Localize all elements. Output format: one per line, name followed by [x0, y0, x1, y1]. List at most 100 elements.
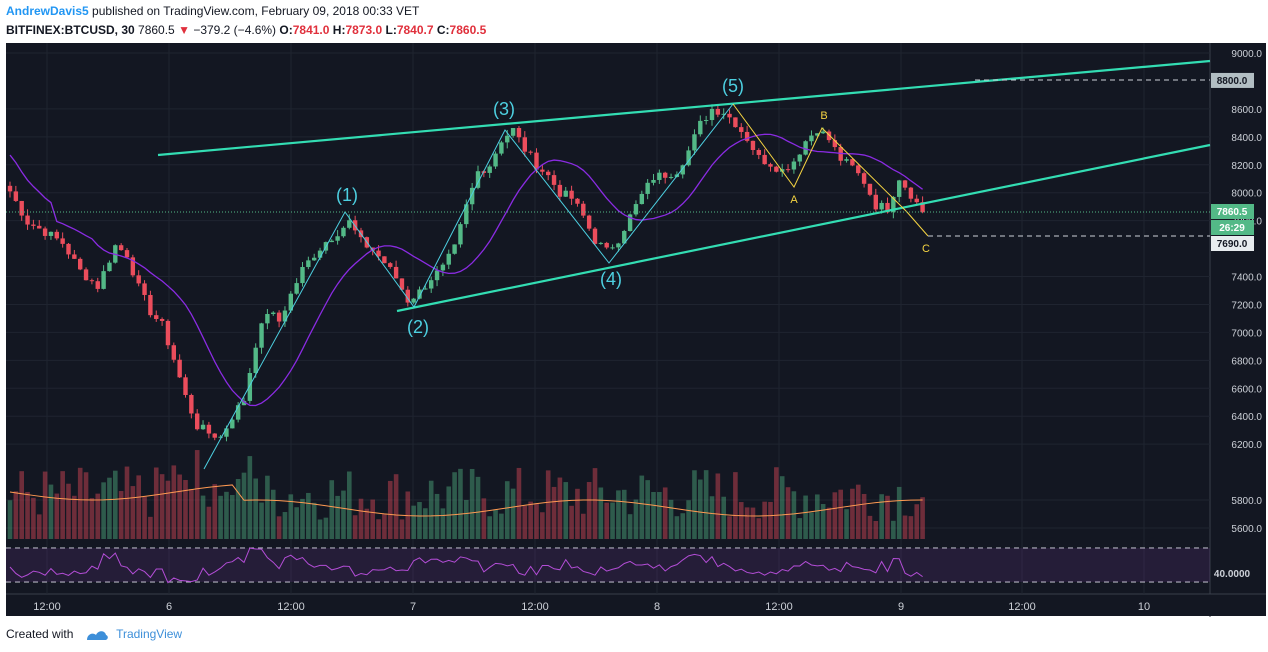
- volume-bar: [610, 502, 615, 539]
- candle-body: [645, 182, 650, 194]
- volume-bar: [756, 518, 762, 539]
- x-tick-label: 9: [898, 601, 904, 613]
- volume-bar: [276, 516, 282, 539]
- y-tick-label: 6600.0: [1231, 384, 1262, 395]
- volume-bar: [159, 474, 165, 539]
- candle-body: [616, 243, 621, 248]
- volume-bar: [306, 492, 311, 539]
- volume-bar: [77, 467, 83, 539]
- target-price-tag-bg: [1211, 236, 1254, 251]
- x-tick-label: 8: [654, 601, 660, 613]
- candle-body: [885, 202, 890, 213]
- volume-bar: [300, 498, 305, 539]
- x-tick-label: 6: [166, 601, 172, 613]
- wave-label: (2): [407, 317, 429, 337]
- y-tick-label: 5800.0: [1231, 496, 1262, 507]
- volume-bar: [586, 482, 592, 539]
- candle-body: [739, 127, 744, 132]
- candle-body: [680, 165, 685, 175]
- volume-bar: [721, 496, 726, 539]
- volume-bar: [487, 516, 492, 539]
- candle-body: [183, 377, 188, 395]
- candle-body: [516, 128, 522, 138]
- candle-body: [271, 312, 276, 315]
- candle-body: [575, 198, 580, 204]
- candle-body: [306, 260, 311, 268]
- volume-bar: [417, 502, 422, 539]
- volume-bar: [867, 515, 873, 539]
- volume-bar: [136, 475, 141, 539]
- volume-bar: [42, 471, 48, 539]
- high-label: H:: [332, 23, 346, 37]
- y-tick-label: 8200.0: [1231, 161, 1262, 172]
- volume-bar: [779, 476, 785, 539]
- candle-body: [499, 142, 504, 154]
- rsi-value-tag-text: 40.0000: [1214, 569, 1251, 580]
- x-tick-label: 10: [1138, 601, 1150, 613]
- candle-body: [294, 283, 299, 294]
- candle-body: [7, 185, 13, 192]
- time-axis[interactable]: [6, 594, 1266, 616]
- grid: [6, 43, 1210, 594]
- volume-bar: [288, 494, 294, 539]
- volume-bar: [727, 516, 732, 539]
- candle-body: [464, 204, 469, 225]
- y-tick-label: 6200.0: [1231, 440, 1262, 451]
- open-label: O:: [279, 23, 293, 37]
- symbol-label: BITFINEX:BTCUSD, 30: [6, 23, 135, 37]
- volume-bar: [153, 467, 159, 539]
- candle-body: [300, 267, 305, 284]
- price-chart[interactable]: (1) (2) (3) (4) (5) A B C 9000.0 8600.0 8400.0 820…: [0, 42, 1268, 617]
- candle-body: [124, 250, 130, 258]
- volume-bar: [855, 484, 861, 539]
- volume-bar: [452, 472, 457, 539]
- candle-body: [212, 433, 217, 438]
- level-8800-tag-bg: [1211, 72, 1254, 88]
- x-tick-label: 12:00: [765, 601, 793, 613]
- wave-label: B: [820, 110, 827, 122]
- x-tick-label: 12:00: [1008, 601, 1036, 613]
- price-axis[interactable]: [1210, 43, 1266, 594]
- close-value: 7860.5: [449, 23, 487, 37]
- volume-bar: [785, 487, 791, 539]
- last-price-tag-text: 7860.5: [1217, 207, 1248, 218]
- candle-body: [563, 190, 568, 197]
- tradingview-link[interactable]: TradingView: [116, 627, 183, 641]
- volume-bar: [762, 501, 767, 539]
- wave-label: C: [922, 243, 930, 255]
- volume-bar: [148, 516, 153, 539]
- candle-body: [891, 196, 896, 213]
- candle-body: [867, 183, 873, 195]
- volume-bar: [703, 470, 709, 539]
- volume-bar: [861, 493, 867, 539]
- channel-upper-line: [157, 59, 1211, 157]
- candle-body: [72, 254, 77, 259]
- volume-bar: [680, 513, 686, 539]
- y-tick-label: 9000.0: [1231, 49, 1262, 60]
- volume-bar: [551, 486, 557, 539]
- volume-bar: [657, 492, 662, 539]
- candle-body: [440, 264, 446, 271]
- candle-body: [546, 171, 551, 176]
- volume-bar: [616, 490, 621, 539]
- rsi-value-tag: 40.0000: [1211, 566, 1254, 581]
- candle-body: [703, 120, 709, 122]
- volume-bar: [241, 472, 247, 539]
- volume-bar: [66, 483, 71, 539]
- volume-bar: [850, 488, 855, 539]
- candle-body: [592, 228, 598, 244]
- author-link[interactable]: AndrewDavis5: [6, 4, 89, 18]
- volume-bar: [633, 499, 639, 539]
- candle-body: [83, 269, 89, 281]
- candle-body: [721, 113, 726, 115]
- created-with-text: Created with: [6, 627, 74, 641]
- volume-bar: [352, 515, 358, 539]
- volume-bar: [715, 473, 721, 539]
- drawing-overlays: (1) (2) (3) (4) (5) A B C: [6, 59, 1211, 584]
- volume-bar: [692, 470, 697, 539]
- volume-bar: [464, 499, 469, 539]
- y-tick-label: 5600.0: [1231, 524, 1262, 535]
- candle-body: [177, 359, 182, 378]
- volume-bar: [534, 503, 539, 539]
- volume-bar: [885, 495, 890, 539]
